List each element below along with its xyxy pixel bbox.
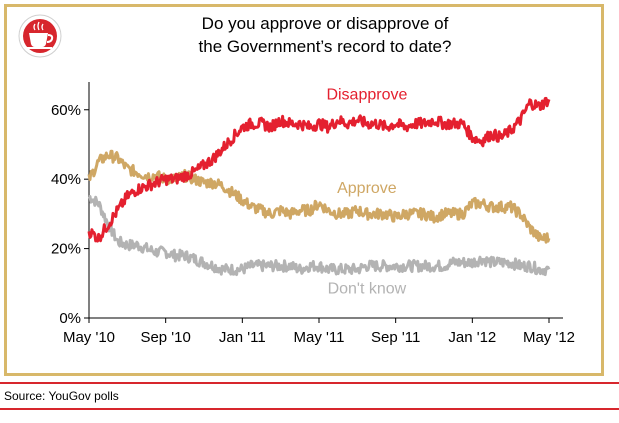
title-line-1: Do you approve or disapprove of xyxy=(201,14,449,33)
y-tick-label: 60% xyxy=(51,102,81,119)
line-chart: 0% 20% 40% 60% May '10 Sep '10 Jan '11 May '11 S… xyxy=(51,82,575,346)
source-note: Source: YouGov polls xyxy=(4,389,119,403)
series-label-approve: Approve xyxy=(337,180,397,197)
series-line-disapprove xyxy=(87,96,551,243)
x-tick-label: May '12 xyxy=(523,329,575,346)
series-line-approve xyxy=(87,149,551,244)
x-tick-label: May '11 xyxy=(294,329,345,346)
divider-bottom xyxy=(0,408,619,410)
chart-title: Do you approve or disapprove of the Gove… xyxy=(100,12,550,58)
series-labels: Disapprove Approve Don't know xyxy=(326,86,407,297)
x-tick-label: Sep '10 xyxy=(140,329,190,346)
teacup-logo-icon xyxy=(18,14,62,58)
y-tick-label: 40% xyxy=(51,171,81,188)
chart-axes: 0% 20% 40% 60% May '10 Sep '10 Jan '11 May '11 S… xyxy=(51,82,575,346)
series-label-don-t-know: Don't know xyxy=(328,281,407,298)
x-tick-label: Jan '11 xyxy=(219,329,266,346)
chart-frame xyxy=(4,4,604,376)
x-tick-label: Jan '12 xyxy=(448,329,496,346)
divider-top xyxy=(0,382,619,384)
y-tick-label: 0% xyxy=(59,310,81,327)
y-tick-label: 20% xyxy=(51,241,81,258)
chart-series xyxy=(87,96,551,277)
series-label-disapprove: Disapprove xyxy=(326,86,407,103)
x-tick-label: Sep '11 xyxy=(371,329,420,346)
series-line-don-t-know xyxy=(88,195,551,277)
x-tick-label: May '10 xyxy=(63,329,115,346)
title-line-2: the Government’s record to date? xyxy=(198,37,452,56)
